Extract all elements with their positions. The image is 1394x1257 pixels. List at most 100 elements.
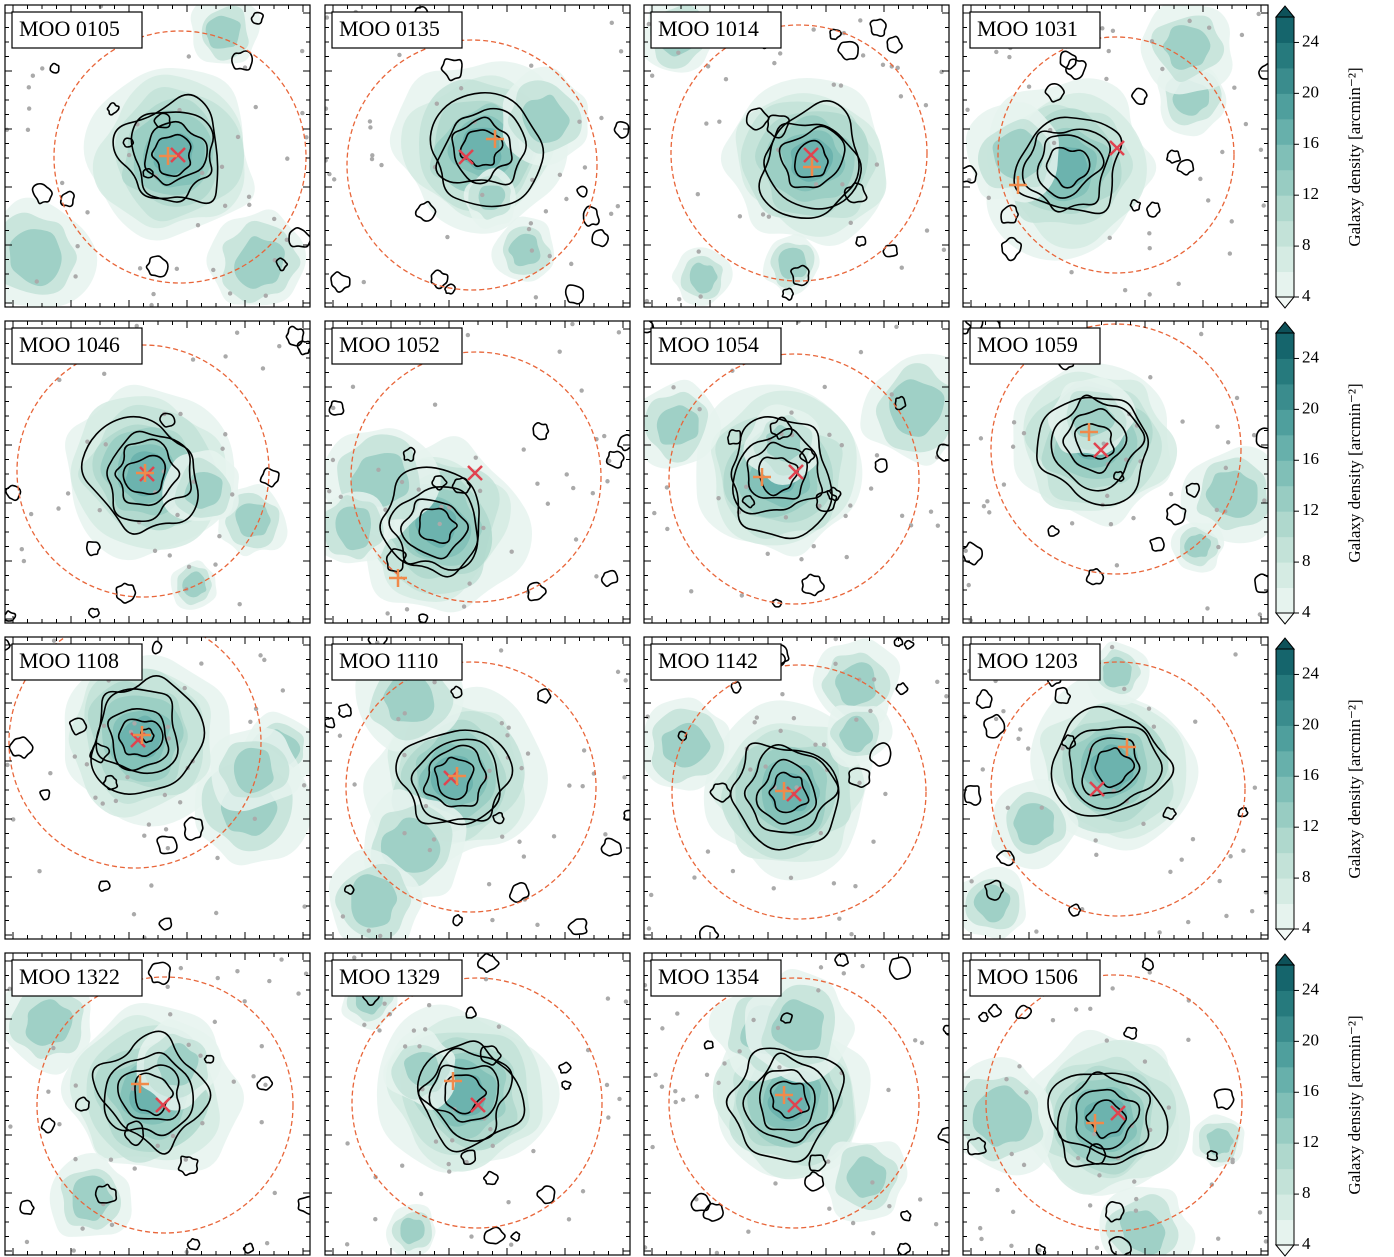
xray-contour [600,569,619,588]
density-level [778,247,808,279]
xray-contour [1065,58,1087,81]
colorbar-bin [1276,17,1294,43]
galaxy-dot [195,222,201,228]
galaxy-dot [1132,1179,1137,1184]
galaxy-dot [1051,140,1057,146]
galaxy-dot [402,752,407,758]
xray-contour [451,477,471,494]
xray-contour [730,416,833,540]
galaxy-dot [966,582,971,588]
label-box [331,959,463,997]
galaxy-dot [858,349,864,355]
xray-contour [142,167,154,179]
galaxy-dot [899,265,904,270]
colorbar-bin [1276,649,1294,675]
xray-contour [102,774,119,791]
colorbar-bin [1276,674,1294,701]
galaxy-dot [752,720,757,725]
xray-contour [39,789,51,801]
galaxy-dot [605,479,610,484]
galaxy-dot [1094,1245,1100,1251]
xray-contour [98,880,111,892]
x-marker [786,786,802,802]
colorbar: 4 8 12 16 20 24 Galaxy density [arcmin⁻²] [1274,5,1364,309]
galaxy-dot [37,868,42,874]
galaxy-dot [51,1045,56,1051]
colorbar-tick-label: 4 [1302,1234,1311,1253]
galaxy-dot [447,1169,452,1174]
galaxy-dot [1243,121,1249,127]
galaxy-dot [487,768,492,773]
galaxy-dot [231,1079,236,1084]
galaxy-dot [994,49,999,55]
galaxy-dot [26,85,32,90]
panel-label: MOO 1059 [977,332,1078,357]
galaxy-dot [1262,498,1267,503]
galaxy-dot [396,716,401,722]
galaxy-dot [1050,1017,1056,1023]
colorbar-bin [1276,990,1294,1017]
galaxy-dot [1263,1239,1268,1244]
xray-contour [1036,134,1105,199]
xray-contour [799,447,816,464]
panel-label: MOO 1142 [658,648,758,673]
xray-contour [778,125,846,189]
panel: MOO 1329 [324,952,631,1256]
galaxy-dot [175,512,180,518]
colorbar: 4 8 12 16 20 24 Galaxy density [arcmin⁻²] [1274,953,1364,1257]
galaxy-dot [714,1250,720,1255]
xray-contour [1123,1026,1138,1040]
galaxy-dot [199,661,204,666]
xray-contour [888,956,912,980]
galaxy-dot [260,366,266,371]
galaxy-dot [373,1216,378,1222]
xray-contour [388,486,479,571]
galaxy-dot [981,503,987,509]
colorbar-tick-label: 16 [1302,449,1319,468]
galaxy-dot [545,501,551,506]
x-marker [443,770,459,786]
xray-contour [1131,87,1148,106]
colorbar-bin [1276,536,1294,563]
galaxy-dot [402,711,407,716]
density-level [351,874,398,928]
galaxy-dot [694,1094,700,1099]
galaxy-dot [1060,746,1065,751]
xray-contour [177,1155,199,1177]
galaxy-dot [416,487,421,492]
galaxy-dot [473,455,478,460]
galaxy-dot [680,1097,686,1102]
label-box [331,11,463,49]
panel: MOO 1203 [962,636,1269,940]
panel-content [644,321,949,608]
galaxy-dot [272,216,277,222]
galaxy-dot [11,817,16,822]
galaxy-dot [580,783,585,789]
colorbar-tick-label: 4 [1302,286,1311,305]
galaxy-dot [1166,1105,1171,1110]
xray-contour [605,450,625,469]
galaxy-dot [166,736,171,741]
xray-contour [482,1170,499,1186]
galaxy-dot [676,50,681,55]
galaxy-dot [325,158,328,163]
galaxy-dot [831,82,837,87]
galaxy-dot [644,936,647,939]
galaxy-dot [716,495,721,501]
label-box [331,327,463,365]
x-marker [1089,781,1105,797]
galaxy-dot [704,1072,710,1078]
colorbar-label: Galaxy density [arcmin⁻²] [1345,1015,1364,1194]
galaxy-dot [599,115,604,121]
galaxy-dot [480,192,485,198]
galaxy-dot [1249,909,1255,914]
xray-contour [963,165,978,184]
galaxy-dot [1147,246,1152,251]
density-level [157,1043,199,1086]
galaxy-dot [85,439,90,444]
galaxy-dot [361,279,366,285]
galaxy-dot [284,237,290,242]
galaxy-dot [215,855,220,861]
galaxy-dot [557,172,563,178]
